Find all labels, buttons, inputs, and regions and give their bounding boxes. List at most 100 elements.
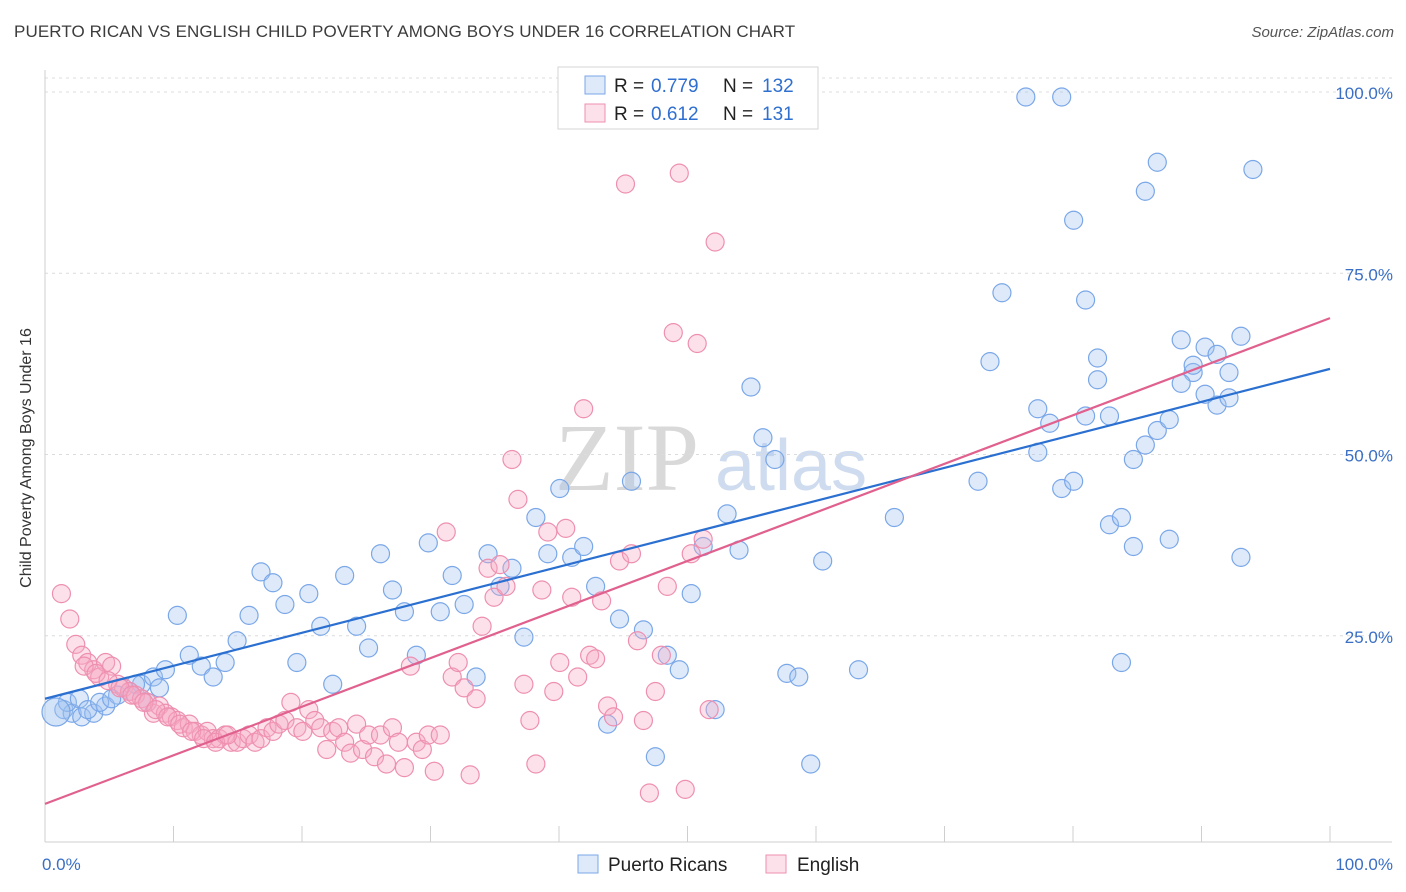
point-puerto-ricans-91 — [1052, 478, 1072, 499]
point-puerto-ricans-78 — [1135, 181, 1155, 201]
point-puerto-ricans-large — [41, 697, 71, 727]
point-english-120 — [122, 685, 142, 705]
point-english-63 — [430, 725, 450, 745]
point-puerto-ricans-27 — [370, 544, 391, 564]
source-label: Source: ZipAtlas.com — [1251, 24, 1394, 41]
point-puerto-ricans-21 — [299, 584, 319, 604]
point-english-123 — [158, 707, 178, 727]
point-puerto-ricans-95 — [1099, 515, 1120, 535]
point-english-103 — [669, 163, 689, 183]
point-puerto-ricans-19 — [275, 594, 295, 615]
point-english-117 — [86, 663, 106, 683]
point-puerto-ricans-16 — [239, 605, 259, 625]
point-puerto-ricans-18 — [263, 573, 283, 593]
point-english-76 — [508, 489, 528, 509]
point-english-86 — [568, 667, 588, 687]
axes — [44, 70, 1392, 843]
point-puerto-ricans-79 — [1147, 152, 1167, 172]
point-english-40 — [293, 721, 313, 741]
point-puerto-ricans-89 — [1028, 399, 1048, 419]
point-puerto-ricans-50 — [645, 747, 665, 767]
point-puerto-ricans-49 — [633, 620, 654, 640]
point-puerto-ricans-81 — [1171, 330, 1191, 350]
point-puerto-ricans-61 — [777, 663, 797, 683]
point-english-77 — [514, 674, 534, 694]
point-puerto-ricans-25 — [347, 616, 367, 636]
point-english-125 — [182, 721, 202, 741]
legend: R = 0.779 N = 132 R = 0.612 N = 131 — [557, 66, 819, 130]
point-puerto-ricans-20 — [287, 652, 307, 673]
point-puerto-ricans-99 — [1147, 420, 1167, 441]
point-puerto-ricans-105 — [1219, 362, 1239, 383]
data-points — [41, 87, 1263, 803]
point-puerto-ricans-69 — [992, 283, 1012, 303]
bottom-legend-swatch-1 — [765, 854, 787, 874]
point-english-82 — [544, 681, 564, 702]
point-puerto-ricans-58 — [741, 377, 761, 397]
point-puerto-ricans-97 — [1123, 449, 1143, 470]
point-puerto-ricans-85 — [1219, 388, 1239, 408]
point-puerto-ricans-35 — [466, 667, 486, 687]
point-english-98 — [639, 783, 659, 803]
point-english-102 — [663, 323, 683, 343]
point-english-116 — [74, 656, 94, 676]
point-puerto-ricans-100 — [1159, 410, 1179, 430]
bottom-legend-swatch-0 — [577, 854, 599, 874]
point-english-94 — [615, 174, 636, 194]
point-puerto-ricans-26 — [358, 638, 379, 658]
point-puerto-ricans-24 — [335, 565, 355, 586]
point-puerto-ricans-86 — [1231, 547, 1251, 567]
point-puerto-ricans-74 — [1087, 370, 1108, 390]
point-puerto-ricans-34 — [454, 594, 474, 615]
point-puerto-ricans-44 — [574, 536, 594, 557]
point-english-50 — [352, 739, 373, 760]
point-english-8 — [102, 656, 122, 676]
bottom-legend-label-1: English — [797, 855, 859, 876]
point-english-68 — [460, 765, 480, 785]
point-english-72 — [484, 587, 504, 607]
trend-line-puerto-ricans — [44, 367, 1331, 700]
legend-swatch-0 — [584, 75, 606, 95]
legend-r-value-1: 0.612 — [651, 104, 699, 125]
point-puerto-ricans-48 — [621, 471, 642, 491]
point-english-60 — [412, 739, 432, 760]
point-english-124 — [170, 714, 190, 734]
point-english-100 — [651, 645, 671, 665]
point-puerto-ricans-42 — [550, 478, 570, 499]
point-english-39 — [287, 718, 307, 738]
point-puerto-ricans-33 — [442, 565, 462, 586]
point-english-75 — [502, 449, 522, 470]
point-puerto-ricans-114 — [149, 678, 170, 698]
point-puerto-ricans-53 — [681, 584, 701, 604]
point-english-45 — [323, 721, 343, 741]
point-puerto-ricans-65 — [848, 660, 869, 680]
x-tick-label-0: 0.0% — [42, 855, 81, 874]
point-puerto-ricans-72 — [1064, 210, 1084, 230]
y-tick-label-100: 100.0% — [1335, 84, 1393, 103]
point-english-67 — [454, 678, 474, 698]
y-tick-label-25: 25.0% — [1345, 628, 1393, 647]
point-puerto-ricans-17 — [251, 562, 271, 582]
legend-r-label-0: R = — [614, 76, 644, 97]
point-puerto-ricans-96 — [1111, 507, 1132, 528]
point-english-104 — [675, 779, 695, 799]
point-puerto-ricans-56 — [717, 504, 737, 524]
point-english-56 — [388, 732, 409, 752]
point-english-71 — [478, 558, 498, 578]
point-english-0 — [51, 584, 72, 604]
bottom-legend: Puerto Ricans English — [577, 854, 859, 876]
point-puerto-ricans-59 — [753, 428, 773, 448]
point-puerto-ricans-10 — [167, 605, 187, 625]
point-puerto-ricans-51 — [657, 645, 677, 665]
point-puerto-ricans-12 — [191, 656, 211, 676]
point-puerto-ricans-63 — [801, 754, 821, 774]
legend-r-value-0: 0.779 — [651, 76, 699, 97]
y-tick-label-75: 75.0% — [1345, 265, 1393, 284]
point-puerto-ricans-14 — [215, 652, 235, 673]
point-english-62 — [424, 761, 444, 781]
watermark-atlas: atlas — [715, 426, 867, 506]
point-english-2 — [66, 634, 86, 654]
point-puerto-ricans-62 — [789, 667, 809, 687]
point-puerto-ricans-55 — [705, 700, 725, 720]
